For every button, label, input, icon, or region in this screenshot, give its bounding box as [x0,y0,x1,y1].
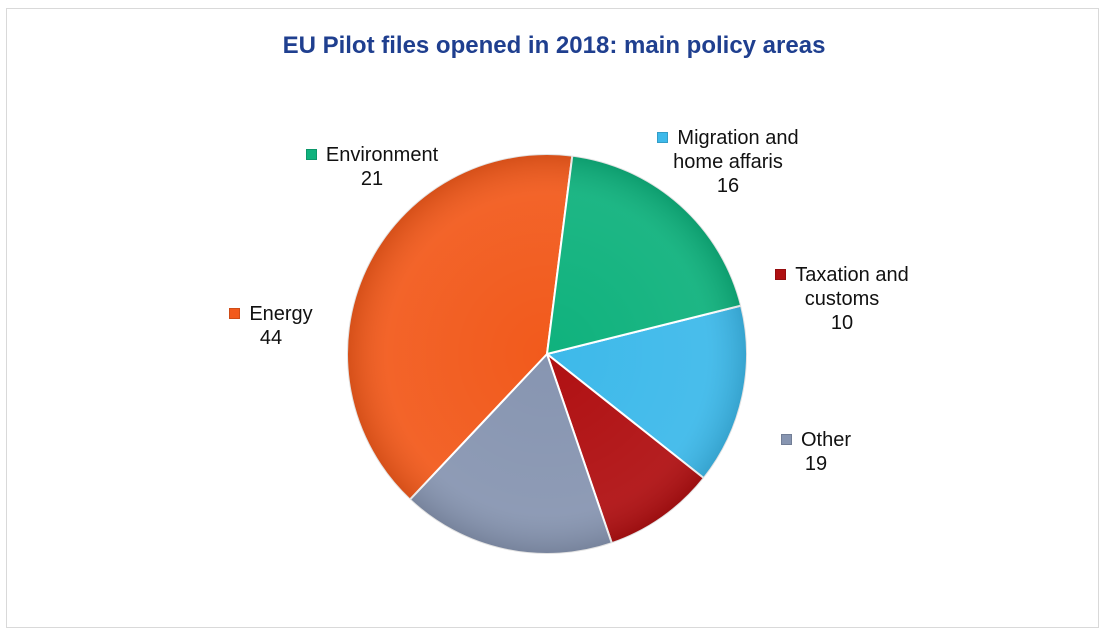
swatch-other [780,434,792,445]
swatch-environment [305,149,317,160]
swatch-energy [229,308,241,319]
label-taxation: Taxation and customs 10 [712,263,972,335]
label-migration-line2: home affaris [673,151,783,173]
label-migration-value: 16 [716,175,740,197]
label-other: Other 19 [736,428,896,476]
pie-slices [346,153,748,555]
swatch-migration [657,132,669,143]
label-other-value: 19 [804,453,828,475]
label-taxation-value: 10 [830,312,854,334]
label-migration: Migration and home affaris 16 [598,126,858,198]
label-taxation-line1: Taxation and [795,264,909,286]
label-other-line1: Other [800,429,852,451]
label-energy-value: 44 [259,327,283,349]
swatch-taxation [775,269,787,280]
label-energy: Energy 44 [191,302,351,350]
label-energy-line1: Energy [249,303,313,325]
chart-title: EU Pilot files opened in 2018: main poli… [282,32,826,59]
label-environment: Environment 21 [262,143,482,191]
label-environment-line1: Environment [325,144,439,166]
label-environment-value: 21 [360,168,384,190]
label-migration-line1: Migration and [677,127,799,149]
label-taxation-line2: customs [804,288,880,310]
